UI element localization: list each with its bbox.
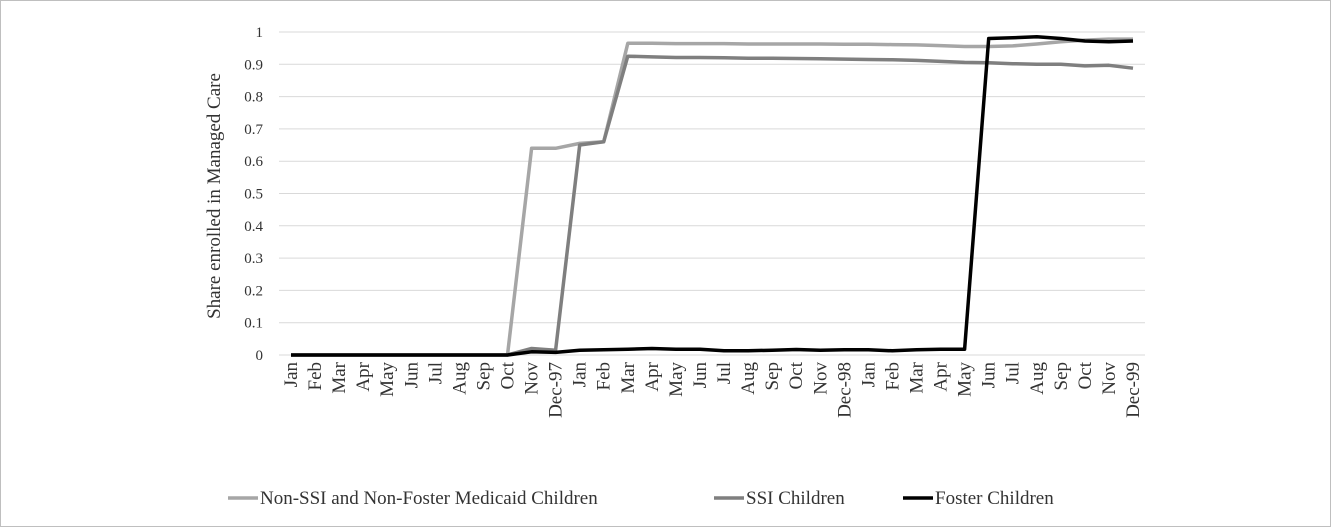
x-tick-label: Mar	[906, 361, 927, 393]
y-tick-label: 0.6	[244, 154, 263, 170]
x-tick-label: Oct	[1075, 361, 1096, 389]
x-tick-label: Sep	[762, 362, 783, 391]
x-tick-label: Dec-99	[1123, 362, 1144, 418]
y-tick-label: 0.7	[244, 122, 263, 138]
x-tick-label: Jul	[714, 362, 735, 384]
x-tick-label: Mar	[618, 361, 639, 393]
y-tick-label: 0.9	[244, 57, 263, 73]
y-tick-label: 0.1	[244, 316, 263, 332]
y-tick-label: 0	[256, 348, 264, 364]
x-tick-label: Jan	[858, 362, 879, 388]
legend-label: Non-SSI and Non-Foster Medicaid Children	[260, 488, 598, 509]
x-tick-label: Mar	[329, 361, 350, 393]
x-tick-label: Oct	[498, 361, 519, 389]
x-tick-label: Nov	[522, 362, 543, 395]
x-tick-label: May	[955, 362, 976, 397]
x-tick-label: Jun	[401, 362, 422, 389]
x-tick-label: Jun	[979, 362, 1000, 389]
x-tick-label: Dec-97	[546, 362, 567, 418]
x-tick-label: Nov	[1099, 362, 1120, 395]
y-tick-label: 0.5	[244, 187, 263, 203]
x-tick-label: Jan	[281, 362, 302, 388]
x-tick-label: May	[377, 362, 398, 397]
x-tick-label: Feb	[305, 362, 326, 391]
x-tick-label: Apr	[353, 361, 374, 391]
series-line	[291, 35, 1134, 357]
x-tick-label: Jan	[570, 362, 591, 388]
y-tick-label: 0.4	[244, 219, 263, 235]
y-tick-label: 1	[256, 25, 264, 41]
x-tick-label: Apr	[931, 361, 952, 391]
x-tick-label: Nov	[810, 362, 831, 395]
x-tick-label: Aug	[738, 362, 759, 395]
y-tick-label: 0.3	[244, 251, 263, 267]
legend-label: SSI Children	[746, 488, 845, 509]
legend-label: Foster Children	[935, 488, 1054, 509]
x-tick-label: Apr	[642, 361, 663, 391]
x-tick-label: Dec-98	[834, 362, 855, 418]
y-tick-label: 0.2	[244, 283, 263, 299]
x-tick-label: Feb	[594, 362, 615, 391]
x-tick-label: Feb	[882, 362, 903, 391]
x-tick-label: Aug	[1027, 362, 1048, 395]
y-axis-label: Share enrolled in Managed Care	[204, 73, 225, 319]
x-tick-label: May	[666, 362, 687, 397]
x-tick-label: Sep	[1051, 362, 1072, 391]
x-tick-label: Aug	[449, 362, 470, 395]
x-tick-label: Oct	[786, 361, 807, 389]
x-tick-label: Jul	[1003, 362, 1024, 384]
y-tick-label: 0.8	[244, 90, 263, 106]
x-tick-label: Jun	[690, 362, 711, 389]
x-tick-label: Sep	[473, 362, 494, 391]
x-tick-label: Jul	[425, 362, 446, 384]
